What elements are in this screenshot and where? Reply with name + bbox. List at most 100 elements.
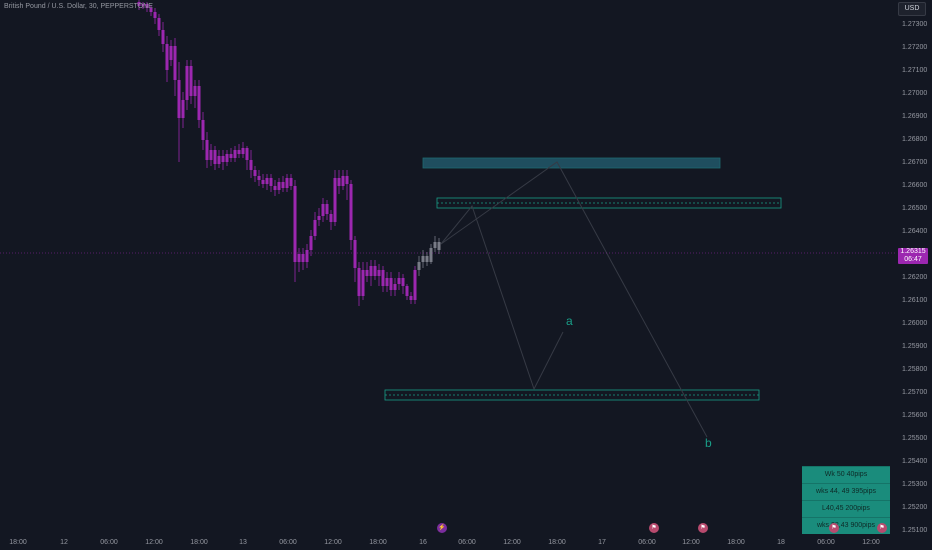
candle-body [361, 270, 365, 296]
candle-body [325, 204, 329, 214]
candle-body [389, 278, 393, 290]
countdown-value: 06:47 [904, 256, 922, 263]
candle-body [249, 160, 253, 170]
stats-row-1[interactable]: Wk 50 40pips [802, 466, 890, 483]
flag-icon[interactable]: ⚑ [698, 523, 708, 533]
candle-body [209, 150, 213, 160]
stats-row-3[interactable]: L40,45 200pips [802, 500, 890, 517]
candles-group [137, 0, 441, 306]
candle-body [145, 4, 149, 8]
candle-body [321, 204, 325, 216]
candle-body [425, 256, 429, 262]
flag-icon[interactable]: ⚑ [829, 523, 839, 533]
wave-label-b[interactable]: b [705, 436, 712, 450]
symbol-title: British Pound / U.S. Dollar, 30, PEPPERS… [4, 3, 153, 10]
candle-body [257, 176, 261, 180]
price-axis-label: 1.25100 [902, 527, 928, 534]
stats-row-2[interactable]: wks 44, 49 395pips [802, 483, 890, 500]
candle-body [349, 184, 353, 240]
candle-body [409, 296, 413, 300]
candle-body [201, 120, 205, 140]
candle-body [289, 178, 293, 186]
lightning-icon[interactable]: ⚡ [437, 523, 447, 533]
price-axis-label: 1.26900 [902, 113, 928, 120]
candle-body [141, 4, 145, 6]
candle-body [221, 156, 225, 162]
candle-body [317, 216, 321, 220]
time-axis-label: 12:00 [682, 539, 700, 546]
candle-body [197, 86, 201, 120]
price-axis-label: 1.27100 [902, 67, 928, 74]
time-axis-label: 13 [239, 539, 247, 546]
candle-body [189, 66, 193, 96]
candle-body [433, 242, 437, 248]
time-axis-label: 12:00 [862, 539, 880, 546]
candle-body [217, 156, 221, 164]
candle-body [225, 154, 229, 162]
candle-body [137, 2, 141, 6]
candle-body [393, 284, 397, 290]
flag-icon[interactable]: ⚑ [649, 523, 659, 533]
time-axis-label: 06:00 [638, 539, 656, 546]
price-axis[interactable] [896, 0, 932, 535]
candle-body [213, 150, 217, 164]
candle-body [365, 270, 369, 276]
wave-path-b[interactable] [440, 161, 708, 438]
price-axis-label: 1.25300 [902, 481, 928, 488]
candle-body [401, 278, 405, 286]
candle-body [357, 268, 361, 296]
price-axis-label: 1.26800 [902, 136, 928, 143]
time-axis-label: 06:00 [458, 539, 476, 546]
candlestick-chart[interactable] [0, 0, 896, 535]
wave-path-a[interactable] [440, 204, 564, 391]
current-price-value: 1.26315 [900, 248, 926, 255]
price-axis-label: 1.25800 [902, 366, 928, 373]
time-axis-label: 18:00 [369, 539, 387, 546]
chart-area[interactable]: British Pound / U.S. Dollar, 30, PEPPERS… [0, 0, 896, 535]
candle-body [229, 154, 233, 158]
candle-body [345, 176, 349, 184]
candle-body [157, 18, 161, 30]
candle-body [165, 44, 169, 70]
candle-body [429, 248, 433, 262]
price-axis-label: 1.26600 [902, 182, 928, 189]
candle-body [273, 186, 277, 190]
price-axis-label: 1.26000 [902, 320, 928, 327]
time-axis-label: 06:00 [279, 539, 297, 546]
time-axis-label: 12:00 [324, 539, 342, 546]
time-axis-label: 12 [60, 539, 68, 546]
flag-icon[interactable]: ⚑ [877, 523, 887, 533]
candle-body [417, 262, 421, 270]
supply-zone-filled[interactable] [422, 157, 721, 169]
candle-body [241, 148, 245, 154]
price-axis-label: 1.26500 [902, 205, 928, 212]
wave-label-a[interactable]: a [566, 314, 573, 328]
candle-body [297, 254, 301, 262]
time-axis-label: 18 [777, 539, 785, 546]
candle-body [237, 150, 241, 154]
candle-body [161, 30, 165, 44]
price-axis-label: 1.25500 [902, 435, 928, 442]
candle-body [413, 270, 417, 300]
candle-body [337, 178, 341, 186]
candle-body [301, 254, 305, 262]
price-axis-label: 1.25700 [902, 389, 928, 396]
candle-body [305, 250, 309, 262]
stats-row-4[interactable]: wks 22,43 900pips [802, 517, 890, 534]
candle-body [329, 214, 333, 222]
candle-body [233, 150, 237, 158]
time-axis-label: 12:00 [145, 539, 163, 546]
candle-body [421, 256, 425, 262]
currency-badge[interactable]: USD [898, 2, 926, 16]
time-axis-label: 18:00 [190, 539, 208, 546]
candle-body [149, 8, 153, 12]
candle-body [193, 86, 197, 96]
time-axis-label: 06:00 [100, 539, 118, 546]
candle-body [293, 186, 297, 262]
candle-body [153, 12, 157, 18]
candle-body [437, 242, 441, 250]
time-axis[interactable] [0, 535, 896, 550]
price-axis-label: 1.27300 [902, 21, 928, 28]
price-axis-label: 1.26700 [902, 159, 928, 166]
candle-body [369, 266, 373, 276]
